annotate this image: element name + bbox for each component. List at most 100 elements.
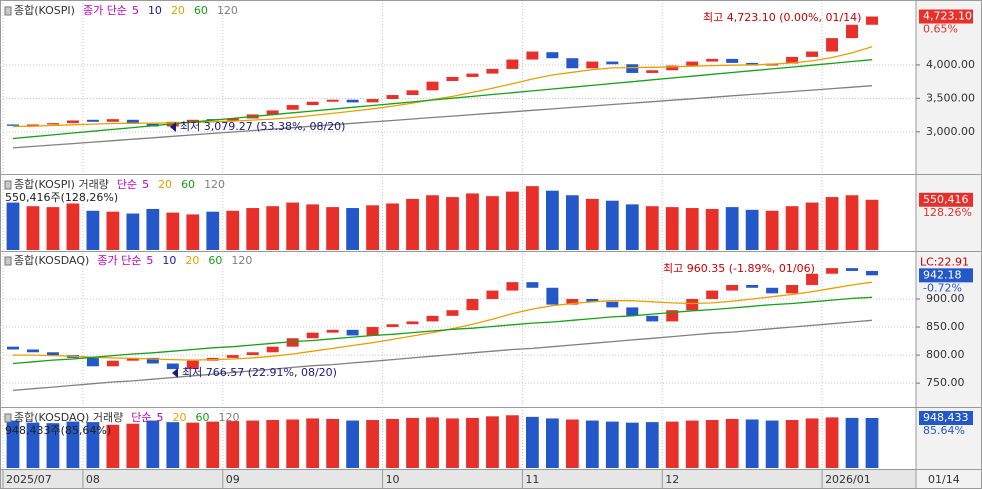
volume-bar <box>665 421 679 468</box>
legend-label: 종가 단순 <box>83 4 127 17</box>
panel-title: 종합(KOSDAQ) 거래량 <box>14 411 123 424</box>
annotation: 최고 960.35 (-1.89%, 01/06) <box>663 262 815 275</box>
candle <box>386 95 399 100</box>
volume-bar <box>146 420 160 468</box>
candle <box>6 124 19 126</box>
last-value-box <box>919 192 973 207</box>
volume-bar <box>725 418 739 468</box>
volume-bar <box>46 423 60 468</box>
volume-bar <box>186 422 200 468</box>
volume-bar <box>146 208 160 250</box>
volume-bar <box>266 206 280 250</box>
annotation: 최저 3,079.27 (53.38%, 08/20) <box>180 120 345 133</box>
volume-bar <box>805 418 819 468</box>
volume-bar <box>805 202 819 250</box>
candle <box>506 59 519 69</box>
x-tick-label: 2026/01 <box>825 473 871 486</box>
candle <box>346 329 359 336</box>
volume-bar <box>625 204 639 250</box>
candle <box>486 290 499 299</box>
change-label: 0.65% <box>923 23 958 36</box>
volume-bar <box>166 422 180 468</box>
moving-average-line <box>12 85 873 149</box>
volume-value-label: 948,433주(85,64%) <box>5 424 111 437</box>
candle <box>306 332 319 339</box>
candle <box>286 105 299 110</box>
volume-bar <box>346 208 359 250</box>
candle <box>46 123 59 125</box>
volume-bar <box>565 195 579 250</box>
candle <box>306 101 319 106</box>
volume-bar <box>66 421 80 468</box>
candle <box>226 355 239 358</box>
candle <box>846 268 859 271</box>
y-tick-label: 800.00 <box>926 348 965 361</box>
candle <box>826 268 839 274</box>
volume-bar <box>246 208 260 250</box>
last-value-label: 942.18 <box>923 268 962 281</box>
volume-bar <box>705 208 719 250</box>
legend-icon <box>4 180 12 190</box>
legend-item: 60 <box>208 254 222 267</box>
y-tick-label: 4,000.00 <box>926 58 975 71</box>
x-tick-label: 09 <box>226 473 240 486</box>
candle <box>406 321 419 325</box>
legend-item: 5 <box>142 178 149 191</box>
candle <box>586 298 599 302</box>
volume-bar <box>106 211 120 250</box>
candle <box>446 76 459 81</box>
x-tick-label: 10 <box>386 473 400 486</box>
volume-bar <box>6 420 20 468</box>
x-last-date: 01/14 <box>928 473 960 486</box>
candle <box>466 298 479 311</box>
volume-bar <box>126 213 140 250</box>
candle <box>406 90 419 96</box>
volume-bar <box>406 417 419 468</box>
candle <box>386 324 399 328</box>
candle <box>846 24 859 39</box>
candle <box>806 273 819 285</box>
candle <box>106 119 119 122</box>
volume-bar <box>845 417 859 468</box>
volume-bar <box>366 420 379 468</box>
legend-label: 단순 <box>131 411 151 424</box>
candle <box>606 61 619 65</box>
volume-bar <box>426 195 439 250</box>
volume-bar <box>605 421 619 468</box>
volume-bar <box>86 210 100 250</box>
change-label: 128.26% <box>923 206 972 219</box>
y-tick-label: 900.00 <box>926 292 965 305</box>
candle <box>146 357 159 364</box>
candle <box>26 349 39 353</box>
panel-title: 종합(KOSDAQ) <box>14 254 89 267</box>
annotation-arrow <box>170 122 176 132</box>
volume-bar <box>426 417 439 468</box>
candle <box>166 363 179 370</box>
candle <box>506 282 519 291</box>
legend-item: 60 <box>181 178 195 191</box>
legend-item: 60 <box>194 4 208 17</box>
candle <box>226 118 239 121</box>
candle <box>486 68 499 74</box>
volume-bar <box>605 200 619 250</box>
volume-bar <box>6 202 20 250</box>
candle <box>126 357 139 361</box>
last-value-box <box>919 411 973 425</box>
y-tick-label: 3,500.00 <box>926 91 975 104</box>
volume-bar <box>486 196 499 250</box>
change-label: -0.72% <box>923 281 962 294</box>
y-tick-label: 750.00 <box>926 376 965 389</box>
legend-item: 20 <box>171 4 185 17</box>
candle <box>746 284 759 288</box>
candle <box>566 298 579 305</box>
legend-item: 120 <box>218 411 239 424</box>
volume-bar <box>466 193 479 250</box>
legend-item: 20 <box>172 411 186 424</box>
volume-bar <box>825 197 839 250</box>
last-value-label: 550,416 <box>923 193 969 206</box>
volume-bar <box>86 422 100 468</box>
candle <box>646 315 659 322</box>
volume-bar <box>386 203 399 250</box>
candle <box>806 51 819 57</box>
